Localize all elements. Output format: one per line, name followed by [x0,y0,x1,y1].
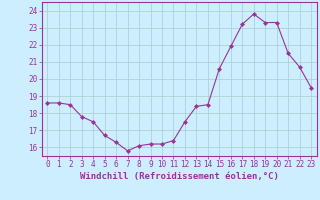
X-axis label: Windchill (Refroidissement éolien,°C): Windchill (Refroidissement éolien,°C) [80,172,279,181]
